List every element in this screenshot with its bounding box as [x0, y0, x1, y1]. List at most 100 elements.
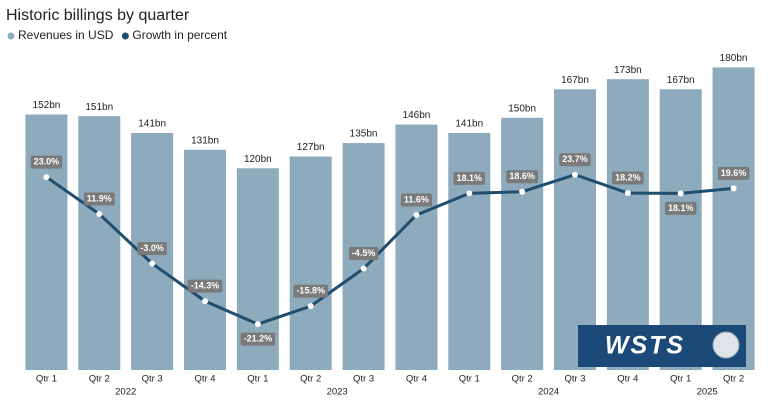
- bar-value-label: 120bn: [244, 154, 272, 165]
- growth-label: 18.1%: [453, 171, 486, 185]
- growth-label: -21.2%: [240, 332, 276, 346]
- x-tick-label: Qtr 3: [353, 374, 374, 385]
- x-group-label: 2023: [327, 387, 348, 398]
- growth-point: [624, 190, 631, 197]
- bar: [25, 114, 68, 370]
- growth-label-box: [612, 171, 644, 185]
- bar: [78, 116, 121, 370]
- x-group-label: 2022: [115, 387, 136, 398]
- growth-point: [43, 174, 50, 181]
- bar: [501, 117, 544, 371]
- bar: [184, 149, 226, 370]
- x-tick-label: Qtr 1: [247, 374, 268, 385]
- growth-label-box: [400, 193, 432, 207]
- growth-value-label: -15.8%: [296, 286, 325, 296]
- growth-point: [519, 188, 526, 195]
- bar-value-label: 150bn: [508, 103, 536, 114]
- bar-value-label: 141bn: [455, 119, 483, 130]
- growth-label: -3.0%: [137, 242, 167, 256]
- legend-marker: [7, 32, 15, 40]
- growth-point: [149, 260, 156, 267]
- growth-value-label: 23.0%: [34, 156, 60, 166]
- bar: [554, 89, 596, 370]
- growth-value-label: 18.1%: [457, 173, 483, 183]
- growth-label-box: [453, 171, 486, 185]
- legend-marker: [121, 32, 129, 40]
- logo-globe: [712, 331, 740, 359]
- chart-title: Historic billings by quarter: [6, 7, 190, 24]
- growth-line: [45, 173, 734, 326]
- growth-label: -14.3%: [187, 279, 223, 293]
- x-tick-label: Qtr 1: [459, 374, 480, 385]
- x-tick-label: Qtr 2: [512, 374, 533, 385]
- growth-label: 23.7%: [559, 153, 591, 167]
- logo-text: WSTS: [605, 332, 685, 360]
- growth-value-label: 18.1%: [668, 203, 694, 213]
- growth-value-label: 18.6%: [509, 171, 535, 181]
- growth-label-box: [348, 247, 379, 261]
- growth-label: 18.1%: [664, 201, 697, 215]
- growth-point: [677, 190, 684, 197]
- x-group-label: 2024: [538, 387, 559, 398]
- growth-label: -4.5%: [348, 247, 379, 261]
- x-tick-label: Qtr 2: [89, 374, 110, 385]
- bar: [659, 89, 702, 370]
- growth-point: [360, 265, 367, 272]
- growth-point: [307, 303, 314, 310]
- growth-point: [413, 211, 420, 218]
- growth-value-label: 11.6%: [404, 194, 429, 204]
- x-tick-label: Qtr 2: [723, 374, 744, 385]
- growth-value-label: 18.2%: [615, 172, 641, 182]
- growth-label-box: [137, 242, 167, 256]
- bar-value-label: 151bn: [85, 102, 113, 113]
- x-tick-label: Qtr 3: [142, 374, 163, 385]
- growth-label: 19.6%: [717, 166, 750, 180]
- growth-label: -15.8%: [293, 284, 328, 298]
- legend-label: Revenues in USD: [18, 28, 114, 42]
- growth-label-box: [717, 166, 750, 180]
- bar: [712, 67, 755, 371]
- growth-value-label: 11.9%: [87, 193, 112, 203]
- bar-value-label: 131bn: [191, 135, 219, 146]
- x-tick-label: Qtr 4: [406, 374, 427, 385]
- growth-value-label: 19.6%: [721, 168, 747, 178]
- growth-value-label: -4.5%: [352, 248, 376, 258]
- growth-label-box: [664, 201, 697, 215]
- x-tick-label: Qtr 3: [564, 374, 585, 385]
- growth-label-box: [559, 153, 591, 167]
- bar-value-label: 180bn: [720, 53, 748, 64]
- x-tick-label: Qtr 4: [617, 374, 638, 385]
- growth-label-box: [83, 192, 115, 206]
- growth-point: [202, 298, 208, 305]
- growth-label-box: [240, 332, 276, 346]
- x-tick-label: Qtr 4: [194, 374, 215, 385]
- growth-point: [572, 171, 578, 178]
- growth-value-label: 23.7%: [562, 154, 588, 164]
- growth-label: 18.6%: [506, 170, 538, 184]
- growth-point: [466, 190, 473, 197]
- x-tick-label: Qtr 1: [36, 374, 57, 385]
- x-tick-label: Qtr 2: [300, 374, 321, 385]
- legend-label: Growth in percent: [132, 28, 227, 42]
- growth-value-label: -21.2%: [244, 333, 273, 343]
- growth-label: 11.9%: [83, 192, 115, 206]
- bar-value-label: 167bn: [561, 75, 589, 86]
- bar-value-label: 127bn: [297, 142, 325, 153]
- bar: [606, 79, 649, 370]
- x-tick-label: Qtr 1: [670, 374, 691, 385]
- growth-point: [254, 321, 261, 328]
- growth-value-label: -3.0%: [140, 243, 164, 253]
- growth-label: 18.2%: [612, 171, 644, 185]
- bar-value-label: 146bn: [403, 110, 431, 121]
- growth-label-box: [30, 155, 63, 169]
- bar-value-label: 141bn: [138, 119, 166, 130]
- bar-value-label: 152bn: [33, 100, 61, 111]
- growth-value-label: -14.3%: [191, 281, 220, 291]
- bar: [289, 156, 332, 370]
- growth-point: [96, 211, 103, 218]
- bar: [448, 132, 491, 370]
- bar-value-label: 167bn: [667, 75, 695, 86]
- growth-label-box: [187, 279, 223, 293]
- bar: [395, 124, 438, 370]
